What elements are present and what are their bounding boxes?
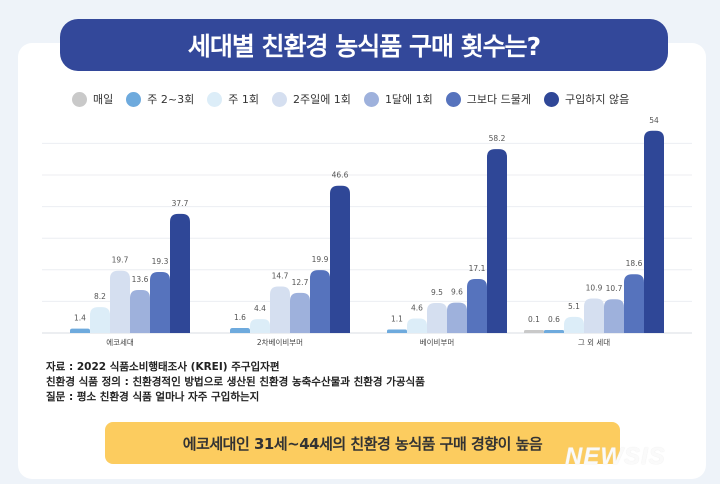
legend-label: 매일 xyxy=(93,93,114,106)
notes: 자료 : 2022 식품소비행태조사 (KREI) 주구입자편 친환경 식품 정… xyxy=(46,360,425,405)
bar xyxy=(564,316,584,333)
data-label: 58.2 xyxy=(489,134,506,143)
legend-label: 주 1회 xyxy=(228,93,259,106)
data-label: 10.9 xyxy=(586,284,603,293)
data-label: 19.9 xyxy=(312,255,329,264)
bar xyxy=(487,149,507,333)
legend-label: 2주일에 1회 xyxy=(292,93,351,106)
data-label: 4.4 xyxy=(254,304,266,313)
data-label: 19.7 xyxy=(112,256,129,265)
legend-item: 2주일에 1회 xyxy=(271,91,351,107)
data-label: 1.1 xyxy=(391,315,403,324)
category-label: 그 외 세대 xyxy=(578,337,610,347)
bar xyxy=(584,298,604,333)
data-label: 0.6 xyxy=(548,315,560,324)
legend-item: 1달에 1회 xyxy=(363,91,433,107)
bar xyxy=(624,274,644,333)
data-label: 1.6 xyxy=(234,313,246,322)
data-label: 37.7 xyxy=(172,199,189,208)
bar xyxy=(270,286,290,333)
bar xyxy=(407,318,427,333)
bar xyxy=(427,302,447,333)
bar xyxy=(467,278,487,333)
legend: 매일 주 2~3회 주 1회 2주일에 1회 1달에 1회 그보다 드물게 구입하지 않음 xyxy=(72,91,629,107)
bar xyxy=(230,327,250,333)
page-title: 세대별 친환경 농식품 구매 횟수는? xyxy=(60,19,668,71)
data-label: 17.1 xyxy=(469,264,486,273)
bar xyxy=(644,130,664,333)
data-label: 9.5 xyxy=(431,288,443,297)
data-label: 4.6 xyxy=(411,303,423,312)
legend-swatch xyxy=(445,91,461,107)
bar xyxy=(90,307,110,333)
data-label: 19.3 xyxy=(152,257,169,266)
data-label: 12.7 xyxy=(292,278,309,287)
bar xyxy=(447,302,467,333)
legend-item: 주 1회 xyxy=(207,91,259,107)
legend-item: 주 2~3회 xyxy=(126,91,194,107)
category-label: 베이비부머 xyxy=(420,337,455,347)
data-label: 46.6 xyxy=(332,171,349,180)
legend-swatch xyxy=(271,91,287,107)
data-label: 9.6 xyxy=(451,288,463,297)
bar xyxy=(250,319,270,333)
bar xyxy=(524,330,544,333)
bar xyxy=(170,213,190,333)
bar-chart: 1.4 8.2 19.7 13.619.3 37.7 에코세대 1.6 4.4 14.712.7… xyxy=(42,116,692,347)
category-label: 에코세대 xyxy=(106,338,134,347)
data-label: 8.2 xyxy=(94,292,106,301)
bar xyxy=(290,292,310,333)
bar xyxy=(387,329,407,333)
bar xyxy=(70,328,90,333)
data-label: 14.7 xyxy=(272,272,289,281)
legend-swatch xyxy=(72,91,87,107)
legend-label: 구입하지 않음 xyxy=(565,93,630,106)
summary-banner: 에코세대인 31세~44세의 친환경 농식품 구매 경향이 높음 xyxy=(105,422,620,464)
bar xyxy=(150,272,170,333)
bar xyxy=(310,270,330,333)
legend-item: 매일 xyxy=(72,91,113,107)
newsis-logo: NEWSIS xyxy=(565,443,666,470)
data-label: 54 xyxy=(649,116,659,125)
legend-swatch xyxy=(544,91,560,107)
legend-label: 주 2~3회 xyxy=(147,93,195,106)
source-note: 자료 : 2022 식품소비행태조사 (KREI) 주구입자편 xyxy=(46,361,280,373)
legend-label: 그보다 드물게 xyxy=(466,93,532,106)
data-label: 1.4 xyxy=(74,314,86,323)
legend-label: 1달에 1회 xyxy=(384,93,433,106)
legend-swatch xyxy=(363,91,379,107)
category-label: 2차베이비부머 xyxy=(257,337,303,347)
bar xyxy=(130,290,150,333)
definition-note: 친환경 식품 정의 : 친환경적인 방법으로 생산된 친환경 농축수산물과 친환… xyxy=(46,376,425,388)
chart-card xyxy=(18,43,706,479)
data-label: 18.6 xyxy=(626,259,643,268)
data-label: 0.1 xyxy=(528,315,540,324)
legend-swatch xyxy=(207,91,223,107)
bar xyxy=(330,185,350,333)
bar xyxy=(544,330,564,333)
legend-swatch xyxy=(126,91,142,107)
question-note: 질문 : 평소 친환경 식품 얼마나 자주 구입하는지 xyxy=(46,391,260,403)
bar xyxy=(110,270,130,333)
data-label: 5.1 xyxy=(568,302,580,311)
bar xyxy=(604,299,624,333)
data-label: 10.7 xyxy=(606,284,623,293)
legend-item: 그보다 드물게 xyxy=(445,91,532,107)
legend-item: 구입하지 않음 xyxy=(544,91,629,107)
data-label: 13.6 xyxy=(132,275,149,284)
